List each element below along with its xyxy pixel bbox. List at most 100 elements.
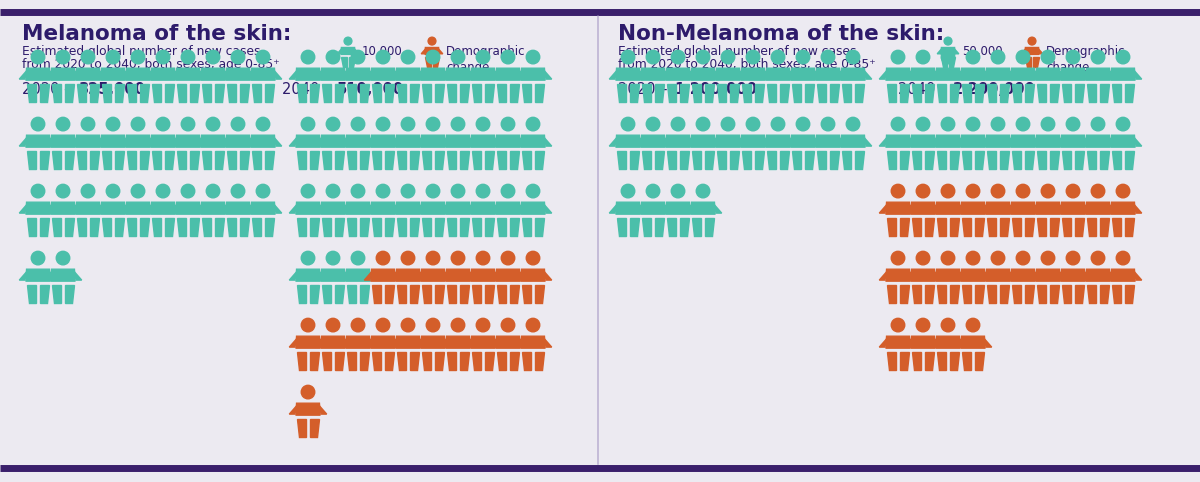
Polygon shape xyxy=(102,151,112,169)
Polygon shape xyxy=(409,84,420,102)
Polygon shape xyxy=(414,339,424,347)
Polygon shape xyxy=(1030,272,1038,280)
Polygon shape xyxy=(780,84,790,102)
Polygon shape xyxy=(1058,71,1067,79)
Polygon shape xyxy=(200,68,226,80)
Polygon shape xyxy=(986,151,996,169)
Polygon shape xyxy=(1061,269,1085,281)
Polygon shape xyxy=(343,205,352,213)
Polygon shape xyxy=(709,71,718,79)
Polygon shape xyxy=(144,205,154,213)
Polygon shape xyxy=(372,151,382,169)
Polygon shape xyxy=(443,205,451,213)
Circle shape xyxy=(622,117,635,131)
Polygon shape xyxy=(958,138,967,146)
Circle shape xyxy=(326,251,340,265)
Circle shape xyxy=(647,50,660,64)
Polygon shape xyxy=(886,135,910,147)
Circle shape xyxy=(941,117,955,131)
Polygon shape xyxy=(1062,285,1072,303)
Polygon shape xyxy=(659,71,668,79)
Circle shape xyxy=(352,184,365,198)
Text: Demographic
change: Demographic change xyxy=(446,45,526,75)
Polygon shape xyxy=(95,138,103,146)
Polygon shape xyxy=(392,71,402,79)
Polygon shape xyxy=(1079,71,1088,79)
Polygon shape xyxy=(460,84,469,102)
Polygon shape xyxy=(905,339,913,347)
Polygon shape xyxy=(26,151,36,169)
Polygon shape xyxy=(496,68,520,80)
Circle shape xyxy=(966,251,979,265)
Polygon shape xyxy=(518,272,527,280)
Polygon shape xyxy=(1074,218,1085,236)
Polygon shape xyxy=(421,285,432,303)
Polygon shape xyxy=(439,205,448,213)
Polygon shape xyxy=(792,84,802,102)
Polygon shape xyxy=(788,71,797,79)
Polygon shape xyxy=(90,151,100,169)
Polygon shape xyxy=(1030,71,1038,79)
Polygon shape xyxy=(829,151,840,169)
Polygon shape xyxy=(908,272,917,280)
Polygon shape xyxy=(691,84,702,102)
Polygon shape xyxy=(372,352,382,370)
Polygon shape xyxy=(119,71,128,79)
Polygon shape xyxy=(98,205,107,213)
Polygon shape xyxy=(320,135,346,147)
Polygon shape xyxy=(986,269,1010,281)
Circle shape xyxy=(917,318,930,332)
Polygon shape xyxy=(73,205,82,213)
Polygon shape xyxy=(493,138,502,146)
Polygon shape xyxy=(50,68,76,80)
Polygon shape xyxy=(713,205,721,213)
Polygon shape xyxy=(515,339,523,347)
Polygon shape xyxy=(691,202,715,214)
Circle shape xyxy=(527,184,540,198)
Polygon shape xyxy=(1111,68,1135,80)
Polygon shape xyxy=(816,135,840,147)
Circle shape xyxy=(476,318,490,332)
Polygon shape xyxy=(1050,218,1060,236)
Polygon shape xyxy=(617,151,626,169)
Circle shape xyxy=(671,50,685,64)
Circle shape xyxy=(892,184,905,198)
Polygon shape xyxy=(365,138,373,146)
Circle shape xyxy=(1028,37,1036,45)
Polygon shape xyxy=(654,151,665,169)
Polygon shape xyxy=(360,285,370,303)
Polygon shape xyxy=(816,68,840,80)
Polygon shape xyxy=(421,151,432,169)
Polygon shape xyxy=(421,269,445,281)
Polygon shape xyxy=(755,84,764,102)
Polygon shape xyxy=(854,84,864,102)
Polygon shape xyxy=(654,84,665,102)
Polygon shape xyxy=(534,84,545,102)
Polygon shape xyxy=(958,339,967,347)
Polygon shape xyxy=(296,68,320,80)
Polygon shape xyxy=(272,205,282,213)
Polygon shape xyxy=(763,138,772,146)
Polygon shape xyxy=(296,403,320,415)
Polygon shape xyxy=(340,71,348,79)
Polygon shape xyxy=(510,151,520,169)
Polygon shape xyxy=(220,138,228,146)
Circle shape xyxy=(821,117,835,131)
Polygon shape xyxy=(755,151,764,169)
Polygon shape xyxy=(202,84,211,102)
Polygon shape xyxy=(616,135,640,147)
Polygon shape xyxy=(460,151,469,169)
Polygon shape xyxy=(114,84,125,102)
Circle shape xyxy=(232,50,245,64)
Polygon shape xyxy=(521,135,545,147)
Polygon shape xyxy=(164,84,174,102)
Polygon shape xyxy=(834,138,844,146)
Circle shape xyxy=(746,50,760,64)
Polygon shape xyxy=(176,218,186,236)
Polygon shape xyxy=(534,151,545,169)
Polygon shape xyxy=(986,84,996,102)
Polygon shape xyxy=(122,71,132,79)
Polygon shape xyxy=(518,71,527,79)
Polygon shape xyxy=(1124,285,1134,303)
Polygon shape xyxy=(95,71,103,79)
